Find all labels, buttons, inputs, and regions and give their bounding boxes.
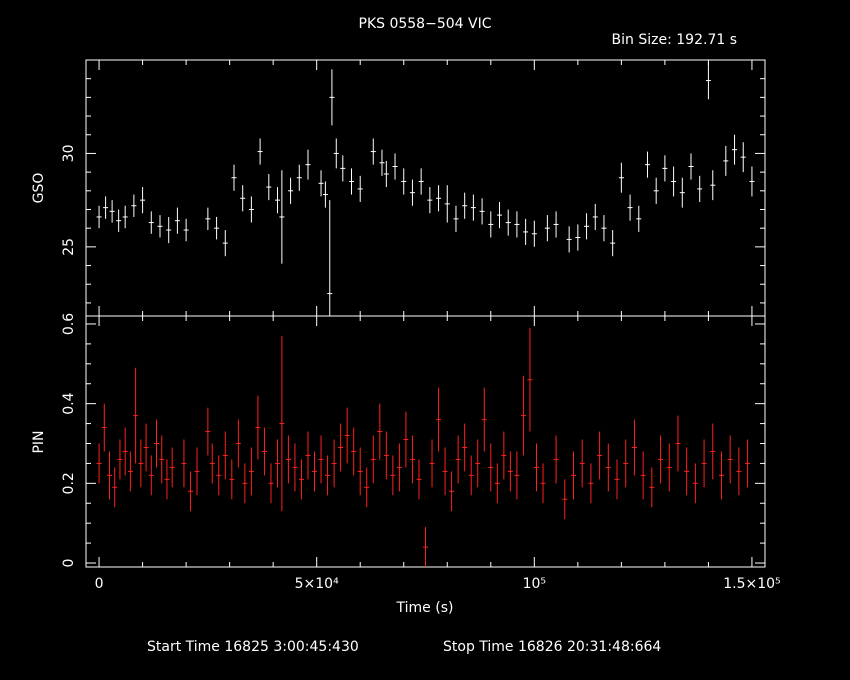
x-tick-label: 1.5×10⁵ (723, 576, 780, 592)
y-tick-label: 25 (61, 238, 77, 256)
pin-series (96, 327, 751, 567)
gso-series (96, 61, 755, 316)
start-time-label: Start Time 16825 3:00:45:430 (147, 639, 359, 655)
chart-title: PKS 0558−504 VIC (359, 16, 492, 32)
gso-y-axis-label: GSO (31, 173, 47, 204)
y-tick-label: 0 (61, 559, 77, 568)
gso-axis-ticks: 25 30 (61, 59, 765, 316)
x-tick-label: 5×10⁴ (295, 576, 339, 592)
y-tick-label: 0.2 (61, 472, 77, 494)
pin-y-axis-label: PIN (31, 430, 47, 453)
x-tick-label: 10⁵ (523, 576, 546, 592)
x-axis-label: Time (s) (396, 600, 454, 616)
gso-panel-frame (85, 59, 766, 317)
y-tick-label: 0.4 (61, 392, 77, 414)
y-tick-label: 30 (61, 145, 77, 163)
y-tick-label: 0.6 (61, 313, 77, 335)
bin-size-label: Bin Size: 192.71 s (612, 32, 737, 48)
stop-time-label: Stop Time 16826 20:31:48:664 (443, 639, 661, 655)
x-tick-label: 0 (95, 576, 104, 592)
pin-axis-ticks: 0 0.2 0.4 0.6 0 5×10⁴ 10⁵ 1.5×10⁵ (61, 313, 781, 592)
